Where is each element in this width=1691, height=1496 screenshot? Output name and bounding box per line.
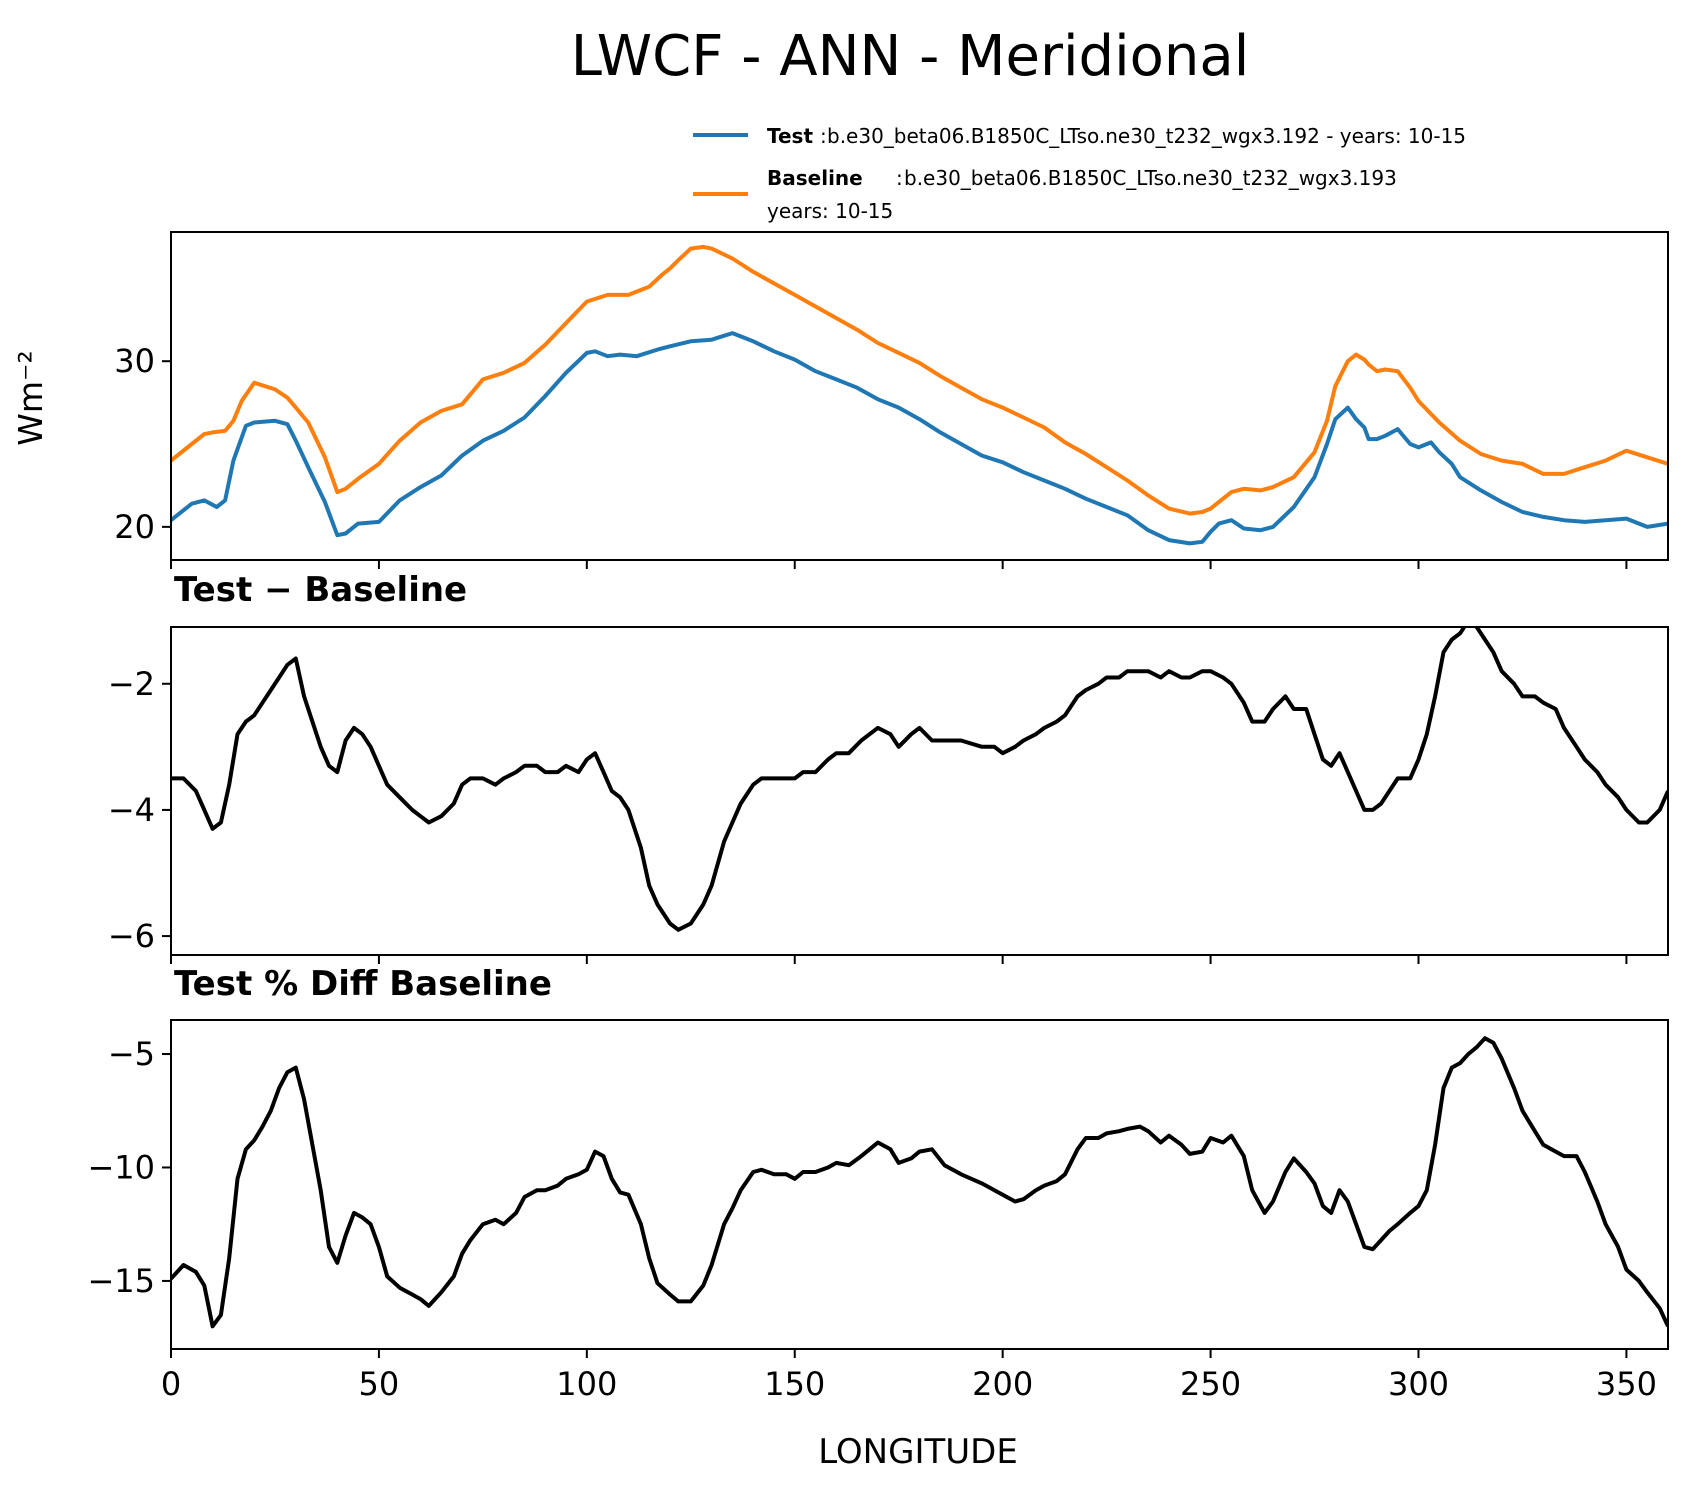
series-line-baseline bbox=[171, 244, 1668, 516]
panel-title: Test % Diff Baseline bbox=[174, 964, 552, 1004]
legend-baseline-years: years: 10-15 bbox=[767, 199, 893, 223]
x-tick-label: 350 bbox=[1596, 1365, 1657, 1403]
legend-test-key: Test bbox=[767, 124, 813, 148]
legend-baseline-key: Baseline bbox=[767, 166, 863, 190]
y-tick-label: −4 bbox=[108, 791, 155, 829]
legend-test-colon: : bbox=[820, 124, 827, 148]
x-tick-label: 100 bbox=[556, 1365, 617, 1403]
legend-baseline-colon: : bbox=[896, 166, 903, 190]
x-tick-label: 0 bbox=[161, 1365, 181, 1403]
x-tick-label: 150 bbox=[764, 1365, 825, 1403]
x-tick-label: 200 bbox=[972, 1365, 1033, 1403]
axes-frame bbox=[170, 231, 1669, 561]
series-line-test-diff-baseline bbox=[171, 1036, 1668, 1329]
axes-frame bbox=[170, 626, 1669, 956]
legend: Test b.e30_beta06.B1850C_LTso.ne30_t232_… bbox=[693, 124, 1466, 223]
y-tick-label: 30 bbox=[114, 342, 155, 380]
x-tick-label: 300 bbox=[1388, 1365, 1449, 1403]
panel-diff: Test − Baseline −2 −4 −6 bbox=[108, 570, 1669, 964]
axes-frame bbox=[170, 1019, 1669, 1350]
legend-test-label: b.e30_beta06.B1850C_LTso.ne30_t232_wgx3.… bbox=[827, 124, 1466, 148]
y-tick-label: 20 bbox=[114, 508, 155, 546]
series-line-test-baseline bbox=[171, 627, 1668, 932]
x-axis-label: LONGITUDE bbox=[818, 1432, 1018, 1472]
y-tick-label: −5 bbox=[108, 1035, 155, 1073]
series-line-test bbox=[171, 331, 1668, 546]
y-tick-label: −10 bbox=[87, 1148, 155, 1186]
y-tick-label: −15 bbox=[87, 1262, 155, 1300]
y-axis-label: Wm⁻² bbox=[11, 350, 50, 445]
y-tick-label: −2 bbox=[108, 665, 155, 703]
panel-title: Test − Baseline bbox=[174, 570, 467, 610]
chart-title: LWCF - ANN - Meridional bbox=[571, 24, 1250, 89]
y-tick-label: −6 bbox=[108, 917, 155, 955]
x-tick-label: 50 bbox=[359, 1365, 400, 1403]
legend-baseline-label: b.e30_beta06.B1850C_LTso.ne30_t232_wgx3.… bbox=[904, 166, 1397, 190]
x-tick-label: 250 bbox=[1180, 1365, 1241, 1403]
panel-pct-diff: Test % Diff Baseline −5 −10 −15 0 50 100 150 200… bbox=[87, 964, 1669, 1403]
